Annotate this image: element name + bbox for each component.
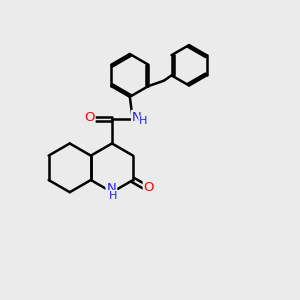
Text: O: O bbox=[144, 181, 154, 194]
Text: N: N bbox=[106, 182, 116, 195]
Text: O: O bbox=[84, 111, 94, 124]
Text: H: H bbox=[109, 191, 117, 201]
Text: N: N bbox=[132, 111, 142, 124]
Text: H: H bbox=[139, 116, 148, 127]
